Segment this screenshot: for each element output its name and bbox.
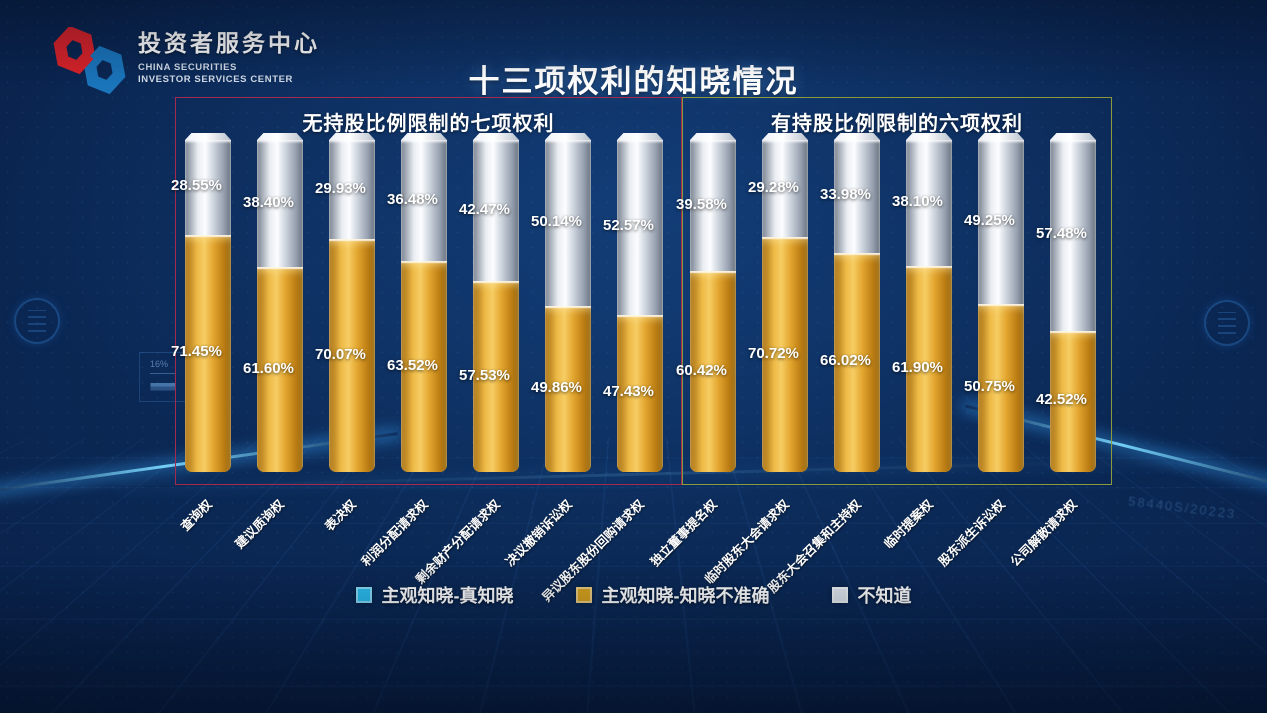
legend: 主观知晓-真知晓 主观知晓-知晓不准确 不知道 — [0, 582, 1267, 608]
group-box-shareholding-limit: 有持股比例限制的六项权利 — [682, 97, 1112, 485]
stacked-bar — [473, 133, 519, 472]
stacked-bar — [690, 133, 736, 472]
group-title-left: 无持股比例限制的七项权利 — [302, 113, 555, 135]
value-label-inaccurate: 61.90% — [892, 359, 943, 377]
legend-item-inaccurate-awareness: 主观知晓-知晓不准确 — [575, 582, 770, 608]
stacked-bar — [906, 133, 952, 472]
hud-mini-panel-rows — [150, 373, 176, 383]
bar-top-cap-icon — [906, 133, 952, 140]
value-label-inaccurate: 60.42% — [676, 361, 727, 379]
legend-label-unknown: 不知道 — [857, 586, 912, 606]
legend-swatch-inaccurate-awareness — [575, 587, 592, 603]
value-label-inaccurate: 42.52% — [1036, 391, 1087, 409]
stacked-bar — [978, 133, 1024, 472]
bar-top-cap-icon — [185, 133, 231, 140]
stacked-bar — [617, 133, 663, 472]
bar-top-cap-icon — [1050, 133, 1096, 140]
hud-circle-decoration-left — [14, 298, 60, 344]
legend-item-true-awareness: 主观知晓-真知晓 — [355, 582, 514, 608]
legend-item-unknown: 不知道 — [831, 582, 912, 608]
stacked-bar — [1050, 133, 1096, 472]
bar-top-cap-icon — [545, 133, 591, 140]
bar-top-cap-icon — [617, 133, 663, 140]
bar-top-cap-icon — [401, 133, 447, 140]
value-label-unknown: 57.48% — [1036, 225, 1087, 243]
hud-mini-panel-value: 16% — [150, 359, 169, 369]
legend-label-true-awareness: 主观知晓-真知晓 — [381, 586, 514, 606]
value-label-unknown: 28.55% — [171, 177, 222, 195]
value-label-inaccurate: 47.43% — [603, 383, 654, 401]
bar-top-cap-icon — [257, 133, 303, 140]
bar-top-cap-icon — [473, 133, 519, 140]
hud-circle-decoration-right — [1204, 300, 1250, 346]
value-label-unknown: 52.57% — [603, 217, 654, 235]
bar-top-cap-icon — [834, 133, 880, 140]
value-label-unknown: 39.58% — [676, 195, 727, 213]
bar-top-cap-icon — [329, 133, 375, 140]
brand-name-cn: 投资者服务中心 — [138, 30, 320, 56]
legend-label-inaccurate-awareness: 主观知晓-知晓不准确 — [601, 586, 770, 606]
page-title: 十三项权利的知晓情况 — [468, 64, 799, 99]
bar-top-cap-icon — [690, 133, 736, 140]
stacked-bar — [257, 133, 303, 472]
group-title-right: 有持股比例限制的六项权利 — [771, 113, 1023, 135]
legend-swatch-unknown — [831, 587, 848, 603]
value-label-unknown: 38.10% — [892, 193, 943, 211]
value-label-inaccurate: 71.45% — [171, 343, 222, 361]
bar-top-cap-icon — [978, 133, 1024, 140]
stacked-bar — [545, 133, 591, 472]
bar-top-cap-icon — [762, 133, 808, 140]
legend-swatch-true-awareness — [355, 587, 372, 603]
